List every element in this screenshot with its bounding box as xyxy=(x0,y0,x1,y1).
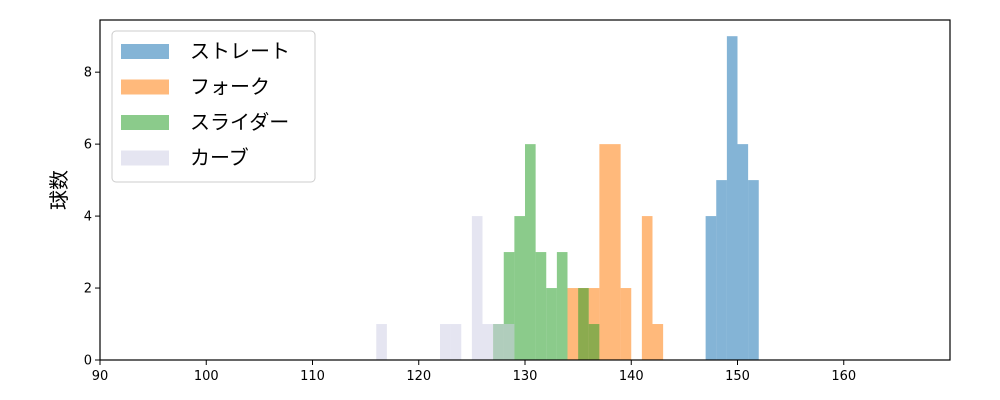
y-axis: 0 2 4 6 8 xyxy=(84,66,100,369)
bar-0-0 xyxy=(705,216,717,360)
legend-box xyxy=(111,30,316,183)
x-tick-label-7: 160 xyxy=(831,369,856,384)
bar-0-2 xyxy=(726,36,738,360)
bar-2-3 xyxy=(525,144,536,360)
x-tick-label-4: 130 xyxy=(513,369,538,384)
y-tick-label-3: 6 xyxy=(84,138,92,153)
bar-2-2 xyxy=(514,216,525,360)
bar-3-1 xyxy=(440,324,451,360)
y-tick-label-2: 4 xyxy=(84,210,92,225)
x-tick-label-1: 100 xyxy=(194,369,219,384)
bar-3-3 xyxy=(471,216,483,360)
bar-2-7 xyxy=(578,288,589,360)
bar-0-3 xyxy=(737,144,749,360)
legend-label-2: スライダー xyxy=(190,110,289,134)
bar-0-4 xyxy=(748,180,759,360)
bar-2-5 xyxy=(546,288,557,360)
y-tick-label-1: 2 xyxy=(84,282,92,297)
legend-swatch-3 xyxy=(121,150,169,166)
x-tick-label-3: 120 xyxy=(406,369,431,384)
bar-3-5 xyxy=(493,324,504,360)
bar-1-6 xyxy=(641,216,653,360)
y-tick-label-4: 8 xyxy=(84,66,92,81)
bar-3-6 xyxy=(503,324,515,360)
bar-2-8 xyxy=(588,324,600,360)
legend-label-0: ストレート xyxy=(190,39,290,63)
bar-1-0 xyxy=(567,288,579,360)
plot-frame xyxy=(99,19,951,361)
x-axis: 90 100 110 120 130 140 150 160 xyxy=(92,360,856,384)
bars-layer xyxy=(376,36,759,360)
bar-3-4 xyxy=(482,324,494,360)
bar-1-4 xyxy=(610,144,621,360)
bar-2-4 xyxy=(535,252,547,360)
bar-1-3 xyxy=(599,144,610,360)
bar-3-2 xyxy=(450,324,462,360)
y-tick-label-0: 0 xyxy=(84,354,92,369)
bar-2-6 xyxy=(556,252,568,360)
bar-1-5 xyxy=(620,288,632,360)
bar-0-1 xyxy=(716,180,727,360)
legend-swatch-2 xyxy=(121,115,169,130)
bar-2-1 xyxy=(503,252,515,360)
legend-label-1: フォーク xyxy=(190,75,270,99)
bar-3-0 xyxy=(376,324,387,360)
legend-swatch-1 xyxy=(121,79,169,95)
bar-1-7 xyxy=(652,324,664,360)
y-axis-label: 球数 xyxy=(47,170,71,210)
legend-label-3: カーブ xyxy=(190,146,249,170)
legend-swatch-0 xyxy=(121,44,169,59)
x-tick-label-6: 150 xyxy=(725,369,750,384)
x-tick-label-0: 90 xyxy=(92,369,109,384)
x-tick-label-5: 140 xyxy=(619,369,644,384)
x-tick-label-2: 110 xyxy=(300,369,325,384)
